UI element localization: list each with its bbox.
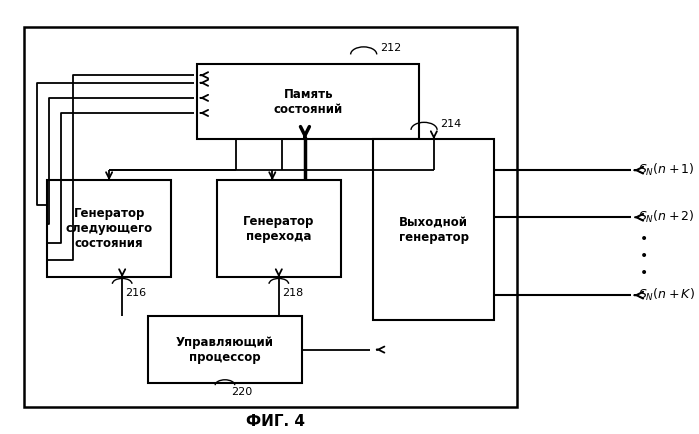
Text: $S_N(n+K)$: $S_N(n+K)$ <box>638 287 695 303</box>
FancyBboxPatch shape <box>47 181 171 277</box>
Text: Выходной
генератор: Выходной генератор <box>399 216 469 244</box>
Text: 218: 218 <box>282 288 303 298</box>
Text: Управляющий
процессор: Управляющий процессор <box>176 335 274 364</box>
FancyBboxPatch shape <box>197 64 419 139</box>
Text: $S_N(n+2)$: $S_N(n+2)$ <box>638 209 695 225</box>
Text: •: • <box>640 266 649 280</box>
Text: 216: 216 <box>125 288 147 298</box>
Text: $S_N(n+1)$: $S_N(n+1)$ <box>638 162 695 178</box>
Text: 220: 220 <box>231 387 253 398</box>
Text: •: • <box>640 232 649 246</box>
Text: Генератор
следующего
состояния: Генератор следующего состояния <box>66 207 152 250</box>
Text: 214: 214 <box>440 118 461 128</box>
Text: 212: 212 <box>380 43 401 53</box>
FancyBboxPatch shape <box>373 139 494 320</box>
Text: Память
состояний: Память состояний <box>273 88 343 115</box>
FancyBboxPatch shape <box>148 316 302 383</box>
Text: •: • <box>640 249 649 263</box>
Text: ФИГ. 4: ФИГ. 4 <box>246 414 305 429</box>
FancyBboxPatch shape <box>24 27 517 407</box>
FancyBboxPatch shape <box>217 181 341 277</box>
Text: Генератор
перехода: Генератор перехода <box>243 215 315 243</box>
